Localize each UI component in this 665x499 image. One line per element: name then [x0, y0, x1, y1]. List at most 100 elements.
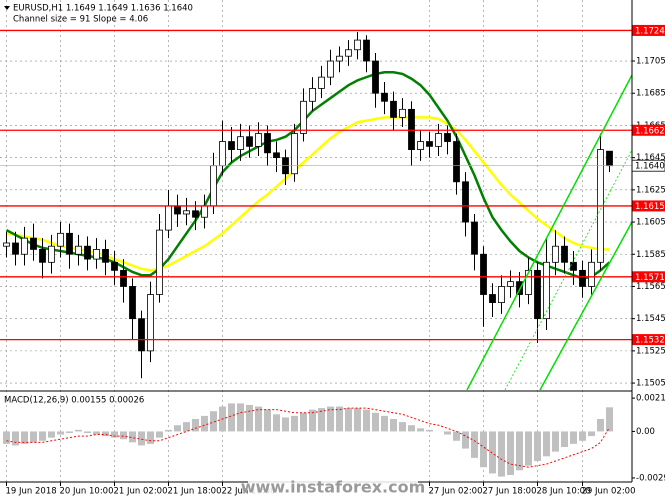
candle-body: [354, 39, 361, 51]
y-tick-label: 1.1605: [636, 218, 665, 228]
macd-bar: [561, 431, 568, 447]
candle-body: [138, 318, 145, 352]
candle-body: [255, 133, 262, 147]
candle-body: [570, 261, 577, 271]
macd-bar: [228, 403, 235, 432]
macd-bar: [480, 431, 487, 468]
candle-body: [462, 181, 469, 223]
watermark: www.instaforex.com: [241, 478, 425, 497]
macd-bar: [534, 431, 541, 461]
x-tick-label: 27 Jun 02:00: [429, 487, 483, 497]
macd-bar: [606, 407, 613, 432]
candle-body: [237, 136, 244, 150]
macd-bar: [390, 418, 397, 432]
candle-body: [39, 249, 46, 263]
channel-middle: [504, 149, 632, 390]
macd-bar: [444, 431, 451, 435]
x-tick-label: 21 Jun 18:00: [168, 487, 222, 497]
x-tick-label: 29 Jun 02:00: [582, 487, 636, 497]
candle-body: [336, 55, 343, 62]
x-tick-label: 27 Jun 18:00: [483, 487, 537, 497]
candle-body: [516, 281, 523, 295]
candle-body: [174, 205, 181, 215]
candle-body: [30, 237, 37, 250]
candle-body: [525, 269, 532, 295]
macd-bar: [462, 431, 469, 449]
macd-bar: [597, 418, 604, 432]
candle-body: [84, 245, 91, 260]
y-tick-label: 1.1585: [636, 250, 665, 260]
macd-bar: [507, 431, 514, 475]
candle-body: [435, 133, 442, 147]
candle-body: [192, 210, 199, 218]
macd-bar: [48, 431, 55, 438]
y-tick-label: 1.1705: [636, 57, 665, 67]
macd-bar: [12, 431, 19, 446]
macd-bar: [39, 431, 46, 441]
candle-body: [606, 150, 613, 167]
macd-bar: [210, 411, 217, 432]
macd-y-tick-label: -0.00299: [636, 473, 665, 483]
x-tick-label: 19 Jun 2018: [6, 487, 57, 497]
macd-signal: [6, 407, 610, 468]
macd-bar: [516, 431, 523, 471]
x-tick-label: 28 Jun 10:00: [537, 487, 591, 497]
candle-body: [201, 205, 208, 218]
candle-body: [12, 242, 19, 255]
candle-body: [264, 133, 271, 154]
macd-title: MACD(12,26,9) 0.00155 0.00026: [4, 396, 144, 406]
macd-bar: [129, 431, 136, 443]
macd-bar: [3, 431, 10, 444]
candle-body: [507, 281, 514, 287]
macd-bar: [273, 414, 280, 432]
macd-bar: [66, 431, 73, 433]
candle-body: [552, 245, 559, 263]
level-label: 1.1571: [635, 273, 665, 283]
candle-body: [309, 88, 316, 102]
macd-bar: [111, 431, 118, 438]
macd-bar: [579, 431, 586, 441]
candle-body: [273, 152, 280, 159]
candle-body: [48, 245, 55, 263]
candle-body: [291, 133, 298, 175]
y-tick-label: 1.1545: [636, 314, 665, 324]
macd-bar: [156, 431, 163, 438]
channel: [466, 74, 632, 390]
macd-bar: [291, 415, 298, 432]
channel-lower: [539, 221, 632, 390]
level-box: [632, 334, 665, 346]
macd-bar: [264, 409, 271, 432]
candle-body: [318, 76, 325, 89]
last-price-label: 1.1640: [635, 162, 665, 172]
level-box: [632, 124, 665, 136]
candle-body: [534, 269, 541, 320]
watermark-bg: [248, 476, 418, 499]
candle-body: [183, 210, 190, 215]
candle-body: [111, 261, 118, 271]
macd-bar: [489, 431, 496, 474]
candle-body: [363, 39, 370, 62]
symbol-icon: [4, 6, 10, 10]
y-tick-label: 1.1625: [636, 185, 665, 195]
candle-body: [3, 242, 10, 247]
y-tick-label: 1.1525: [636, 346, 665, 356]
macd-bar: [30, 431, 37, 443]
macd-bar: [237, 403, 244, 432]
candle-body: [165, 205, 172, 231]
channel-info: Channel size = 91 Slope = 4.06: [13, 15, 148, 25]
candle-body: [543, 261, 550, 320]
macd-bar: [426, 429, 433, 432]
level-label: 1.1532: [635, 336, 665, 346]
level-label: 1.1724: [635, 26, 665, 36]
macd-bar: [552, 431, 559, 452]
candle-body: [327, 60, 334, 78]
candle-body: [426, 141, 433, 147]
candle-body: [219, 141, 226, 167]
chart-title: EURUSD,H1 1.1649 1.1649 1.1636 1.1640: [13, 4, 193, 14]
level-box: [632, 271, 665, 283]
level-label: 1.1615: [635, 202, 665, 212]
candle-body: [300, 100, 307, 134]
macd-bar: [174, 425, 181, 432]
macd-bar: [318, 408, 325, 432]
